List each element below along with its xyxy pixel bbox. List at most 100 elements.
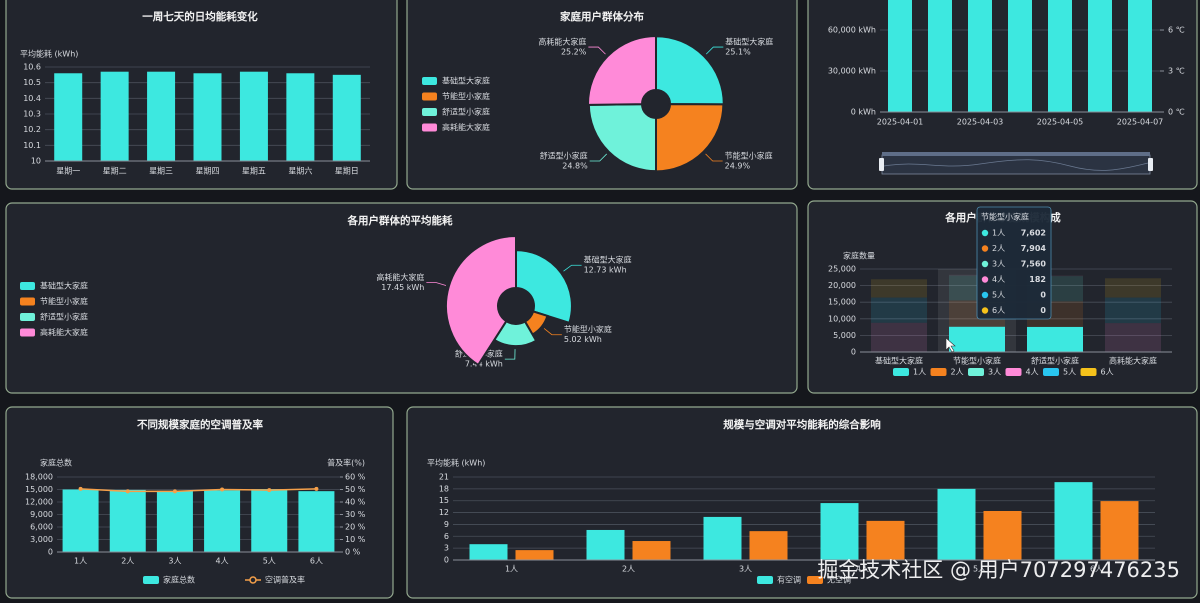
y-tick-label: 50 % [345,485,366,494]
bar-segment [871,279,927,298]
bar [109,489,146,552]
y-tick-label: 20,000 [828,281,856,290]
y-tick-label: 6 ℃ [1168,26,1185,35]
label-line [588,46,606,55]
y-tick-label: 0 [444,556,449,565]
tooltip-marker [981,229,989,237]
x-tick-label: 3人 [739,565,752,574]
tooltip-marker [981,291,989,299]
x-tick-label: 高耗能大家庭 [1109,356,1157,366]
legend-label: 舒适型小家庭 [442,107,490,117]
x-tick-label: 星期四 [196,167,220,176]
chart-title: 家庭用户群体分布 [560,10,644,23]
tooltip-value: 182 [1029,275,1046,284]
legend-marker [422,123,437,132]
tooltip-value: 0 [1040,291,1046,300]
slider-preview [883,159,1149,171]
y-tick-label: 15,000 [828,298,856,307]
tooltip-name: 5人 [992,291,1005,300]
cursor [945,337,956,353]
x-tick-label: 2025-04-01 [877,118,924,127]
slice-value: 25.2% [561,48,587,57]
y-tick-label: 18,000 [25,473,53,482]
pie-slice [587,34,657,106]
x-tick-label: 2025-04-03 [957,118,1004,127]
bar-segment [871,322,927,352]
bar [866,520,905,560]
slice-label: 基础型大家庭 [725,37,773,47]
bar [1100,501,1139,560]
y-tick-label: 30 % [345,510,366,519]
y-tick-label: 18 [439,484,449,493]
line-point [220,487,225,492]
bar [515,550,554,560]
chart-title: 规模与空调对平均能耗的综合影响 [723,418,881,431]
slider-handle[interactable] [1148,158,1153,171]
line-point [125,489,130,494]
y-axis-title: 家庭总数 [40,458,72,468]
legend-label: 3人 [988,368,1001,377]
y-tick-label: 0 % [345,548,361,557]
slider-bar[interactable] [882,152,1150,156]
bar [749,531,788,560]
y-axis-title: 家庭数量 [843,251,875,261]
tooltip-marker [981,276,989,283]
line-point [172,489,177,494]
slice-label: 舒适型小家庭 [540,151,588,161]
bar [1048,0,1072,112]
bar [251,489,288,552]
chart-title: 一周七天的日均能耗变化 [142,10,258,23]
legend-label: 空调普及率 [265,575,305,585]
legend-marker [20,313,35,321]
x-tick-label: 2人 [622,565,635,574]
legend-label: 家庭总数 [163,575,195,585]
legend-label: 基础型大家庭 [40,281,88,291]
bar [1054,482,1093,560]
legend-label: 无空调 [827,575,851,585]
bar [888,0,912,112]
legend-label: 节能型小家庭 [442,91,490,101]
pie-slice [515,249,573,325]
tooltip-marker [981,260,989,268]
data-zoom-slider[interactable] [879,152,1153,175]
bar [983,510,1022,560]
y-tick-label: 10.1 [23,141,41,150]
y-tick-label: 0 [851,348,856,357]
legend-marker [422,77,437,85]
chart-title: 各用户群体的平均能耗 [347,214,453,227]
y-tick-label: 10.3 [23,110,41,119]
slider-handle[interactable] [879,158,884,171]
slice-value: 7.44 kWh [465,360,503,369]
y-tick-label: 10 % [345,535,366,544]
y-tick-label: 40 % [345,498,366,507]
bar [62,489,99,552]
legend-label: 高耗能大家庭 [40,327,88,337]
slice-value: 12.73 kWh [584,266,627,275]
tooltip-name: 3人 [992,260,1005,269]
bar [286,73,315,161]
bar [1128,0,1152,112]
legend-label: 有空调 [777,575,801,585]
bar-segment [1027,326,1083,352]
legend-label: 节能型小家庭 [40,296,88,306]
tooltip-name: 1人 [992,229,1005,238]
label-line [426,282,447,286]
y-tick-label: 10.4 [23,94,41,103]
legend-label: 4人 [1026,368,1039,377]
tooltip-name: 6人 [992,306,1005,315]
slice-label: 高耗能大家庭 [538,37,586,47]
legend-marker [20,297,35,306]
panel [5,406,394,599]
y-tick-label: 10 [31,157,41,166]
line-point [267,488,272,493]
label-line [589,153,607,162]
tooltip-name: 4人 [992,275,1005,284]
x-tick-label: 2人 [121,557,134,566]
legend-marker [893,368,909,376]
label-line [543,328,562,336]
y-tick-label: 60 % [345,473,366,482]
bar [239,71,268,161]
line [80,488,317,493]
y-tick-label: 5,000 [833,331,856,340]
bar [968,0,992,112]
